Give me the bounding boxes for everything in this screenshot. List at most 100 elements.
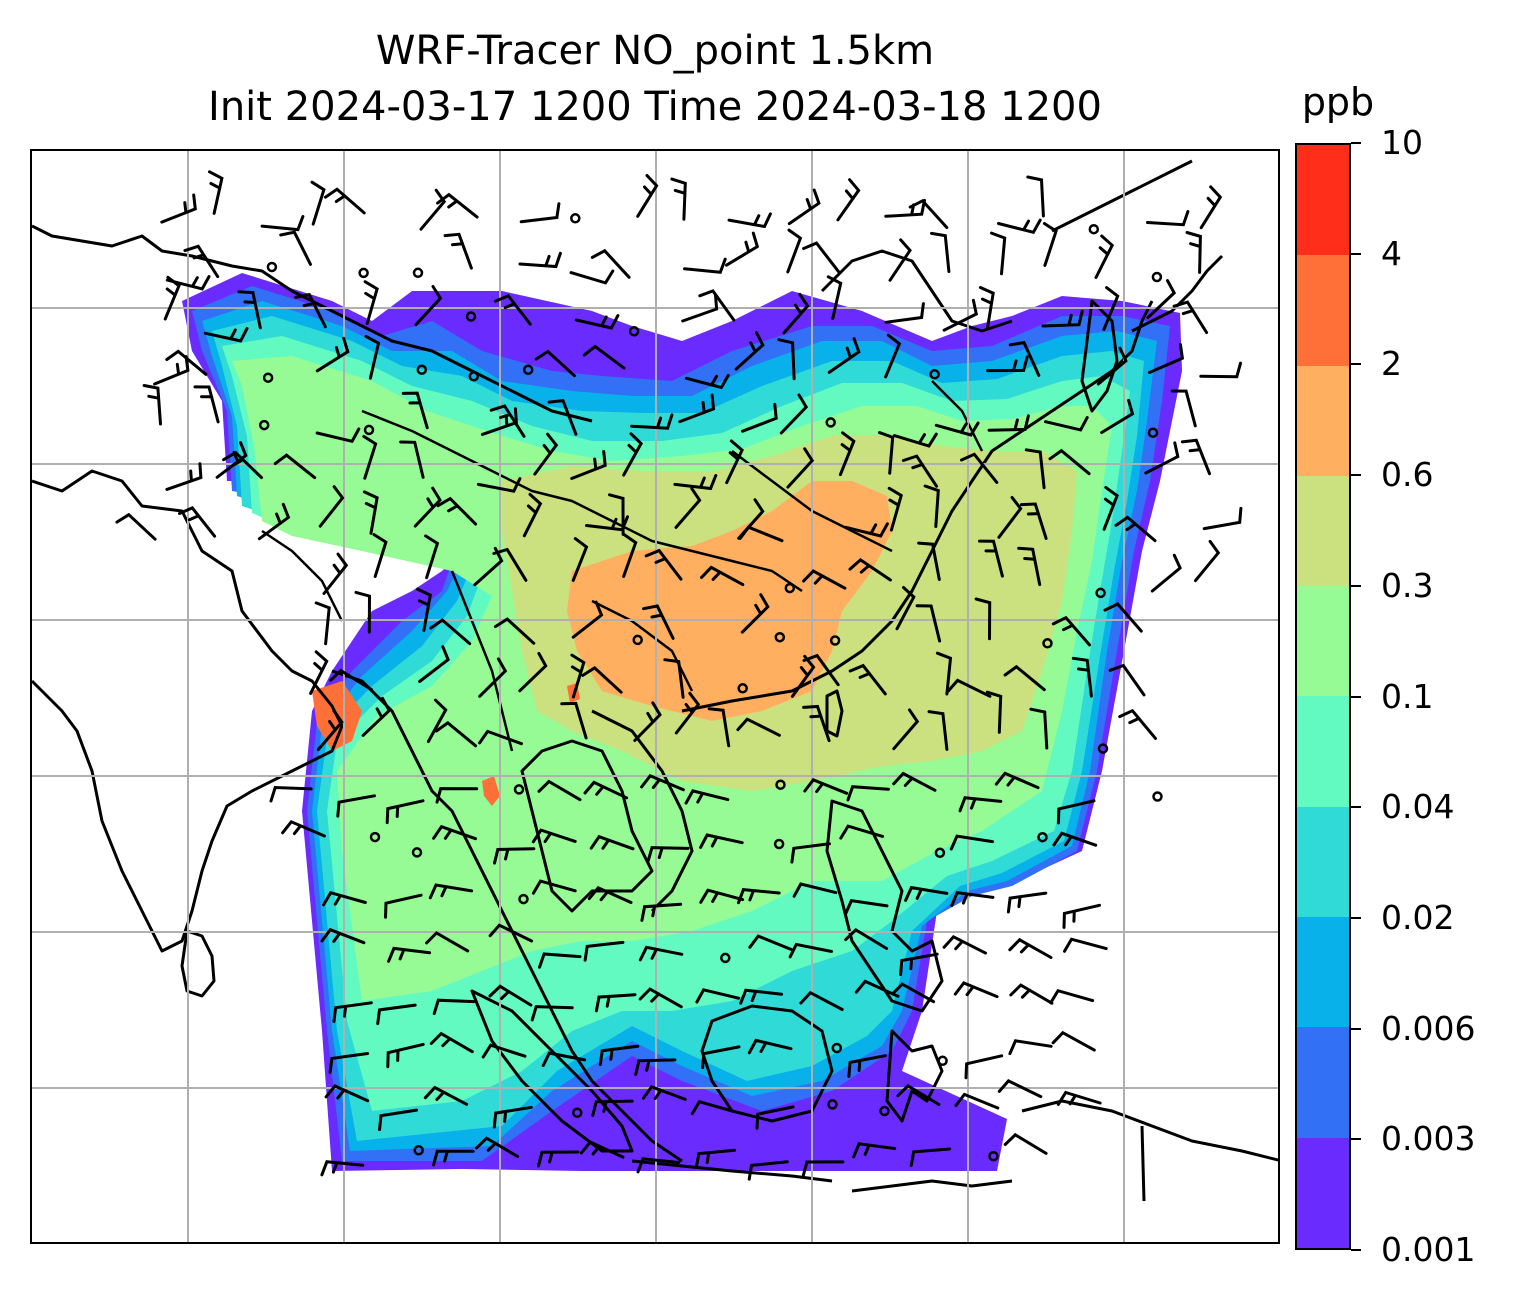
wind-barb [518, 652, 548, 693]
wind-barb [316, 709, 344, 751]
wind-barb [401, 391, 429, 430]
wind-barb [488, 984, 533, 1007]
wind-barb [1052, 831, 1098, 847]
wind-barb [320, 1160, 365, 1177]
wind-barb [836, 178, 861, 222]
wind-barb [777, 338, 796, 381]
wind-barb [538, 952, 582, 969]
wind-barb [560, 701, 588, 740]
wind-barb [1094, 234, 1115, 279]
wind-barb [790, 842, 831, 864]
tracer-hotspot-interior [482, 776, 500, 806]
wind-barb [738, 525, 784, 543]
wind-barb [636, 174, 659, 218]
wind-barb [909, 1147, 952, 1168]
wind-barb [847, 1054, 887, 1078]
wind-barb [737, 887, 781, 905]
wind-barb [476, 477, 522, 493]
tracer-region-level-8 [567, 481, 892, 721]
wind-barbs [115, 170, 1243, 1181]
colorbar-tick [1351, 916, 1361, 919]
border-new-guinea [1140, 1125, 1146, 1202]
calm-wind-marker [831, 1042, 843, 1054]
wind-barb [237, 290, 262, 330]
wind-barb [541, 1051, 587, 1068]
wind-barb [978, 539, 1004, 578]
wind-barb [915, 604, 942, 643]
wind-barb [414, 285, 443, 327]
wind-barb [570, 450, 607, 480]
wind-barb [1063, 937, 1108, 953]
colorbar-tick-label: 0.04 [1381, 787, 1455, 827]
wind-barb [1100, 398, 1135, 434]
colorbar-tick [1351, 363, 1361, 366]
colorbar-segment [1297, 586, 1349, 697]
calm-wind-marker [468, 371, 480, 382]
wind-barb [663, 658, 685, 699]
wind-barb [641, 1084, 687, 1101]
calm-wind-marker [829, 635, 841, 646]
coastline-korea [1080, 299, 1119, 413]
wind-barb [690, 1099, 736, 1116]
wind-barb [786, 228, 803, 274]
calm-wind-marker [988, 1150, 999, 1162]
calm-wind-markers [258, 213, 1163, 1162]
wind-barb [1118, 708, 1157, 740]
tracer-field [182, 273, 1182, 1171]
wind-barb [633, 701, 662, 742]
coastline-japan-north [1051, 159, 1193, 233]
wind-barb [1146, 210, 1190, 227]
wind-barb [997, 218, 1042, 235]
wind-barb [582, 344, 626, 370]
wind-barb [848, 663, 887, 696]
calm-wind-marker [513, 784, 525, 795]
wind-barb [1042, 222, 1058, 267]
wind-barb [257, 502, 291, 541]
wind-barb [260, 215, 305, 232]
map-panel [30, 149, 1280, 1244]
wind-barb [475, 1136, 520, 1158]
wind-barb [844, 898, 889, 915]
wind-barb [315, 336, 350, 373]
colorbar-segment [1297, 696, 1349, 807]
wind-barb [362, 434, 378, 480]
wind-barb [901, 454, 938, 488]
colorbar-segment [1297, 917, 1349, 1028]
wind-barb [1041, 309, 1084, 328]
wind-barb [416, 587, 432, 632]
wind-barb [908, 198, 949, 229]
wind-barb [1026, 175, 1045, 218]
wind-barb [1044, 416, 1089, 432]
calm-wind-marker [266, 261, 278, 273]
wind-barb [281, 819, 326, 838]
calm-wind-marker [416, 364, 428, 375]
calm-wind-marker [1152, 791, 1163, 802]
wind-barb [1185, 231, 1202, 274]
wind-barb [802, 704, 831, 743]
wind-barb [734, 331, 765, 371]
wind-barb [787, 188, 821, 226]
wind-barb [428, 883, 474, 900]
calm-wind-marker [737, 683, 748, 694]
colorbar-tick-label: 0.1 [1381, 676, 1434, 716]
calm-wind-marker [411, 847, 423, 858]
wind-barb [802, 241, 840, 274]
wind-barb [413, 486, 442, 528]
wind-barb [917, 541, 941, 581]
wind-barb [1009, 983, 1054, 1005]
wind-barb [434, 721, 478, 748]
wind-barb [899, 952, 939, 976]
wind-barb [332, 1001, 373, 1024]
wind-barb [418, 645, 450, 683]
wind-barb [799, 990, 844, 1011]
wind-barb [1180, 438, 1211, 476]
wind-barb [1146, 279, 1177, 320]
wind-barb [741, 402, 778, 433]
coastline-north [820, 249, 1013, 333]
calm-wind-marker [1151, 271, 1163, 283]
wind-barb [927, 710, 949, 751]
wind-barb [165, 462, 203, 491]
calm-wind-marker [1037, 831, 1048, 843]
wind-barb [747, 1160, 789, 1181]
wind-barb [519, 202, 561, 224]
